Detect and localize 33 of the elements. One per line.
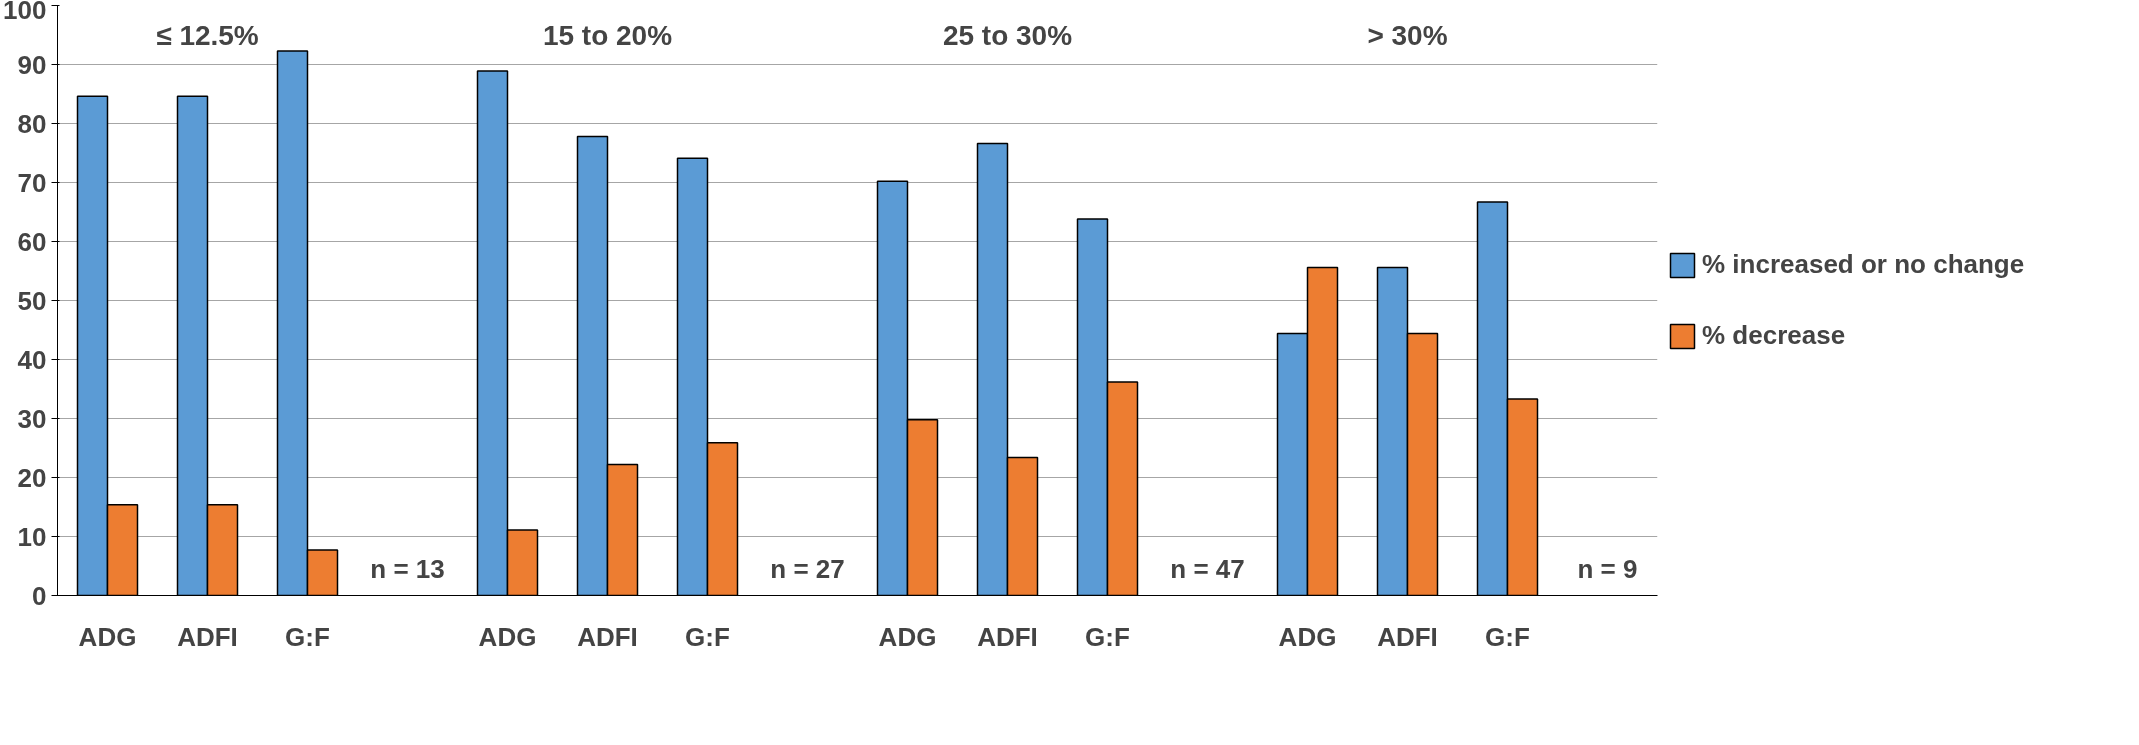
- y-tick-label: 80: [17, 108, 47, 139]
- x-tick-label: ADG: [478, 621, 537, 652]
- legend-label: % increased or no change: [1702, 249, 2025, 280]
- annotation: 15 to 20%: [542, 20, 673, 52]
- y-tick-label: 40: [17, 344, 47, 375]
- text: n = 9: [1577, 553, 1638, 584]
- y-tick-label: 0: [32, 580, 47, 611]
- annotation: ≤ 12.5%: [156, 20, 259, 52]
- y-tick-label: 90: [17, 49, 47, 80]
- y-tick-label: 70: [17, 167, 47, 198]
- x-tick-label: ADG: [78, 621, 137, 652]
- y-tick-label: 20: [17, 462, 47, 493]
- x-tick-label: G:F: [1485, 621, 1530, 652]
- y-tick-label: 30: [17, 403, 47, 434]
- x-tick-label: G:F: [285, 621, 330, 652]
- y-tick-label: 10: [17, 521, 47, 552]
- annotation: n = 13: [370, 553, 445, 584]
- x-tick-label: G:F: [1085, 621, 1130, 652]
- x-tick-label: ADFI: [1377, 621, 1438, 652]
- x-tick-label: ADG: [878, 621, 937, 652]
- annotation: > 30%: [1367, 20, 1448, 52]
- y-tick-label: 60: [17, 226, 47, 257]
- x-tick-label: G:F: [685, 621, 730, 652]
- annotation: n = 47: [1170, 553, 1245, 584]
- x-tick-label: ADFI: [577, 621, 638, 652]
- x-tick-label: ADFI: [977, 621, 1038, 652]
- annotation: n = 27: [770, 553, 845, 584]
- y-tick-label: 50: [17, 285, 47, 316]
- legend-label: % decrease: [1702, 320, 1846, 351]
- x-tick-label: ADFI: [177, 621, 238, 652]
- x-tick-label: ADG: [1278, 621, 1337, 652]
- annotation: 25 to 30%: [942, 20, 1073, 52]
- y-tick-label: 100: [3, 0, 47, 25]
